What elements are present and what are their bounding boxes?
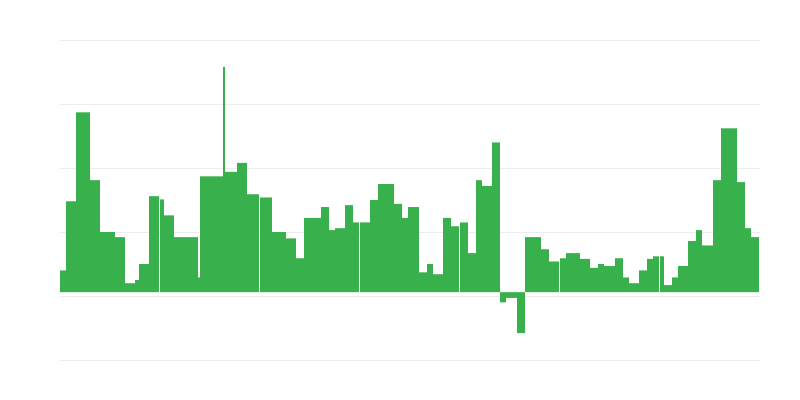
bar [237, 162, 247, 293]
bar [500, 292, 506, 303]
bar [647, 258, 653, 293]
bar [321, 207, 329, 293]
bar [378, 184, 394, 293]
bar [443, 217, 451, 293]
gridlines [60, 40, 760, 361]
bar [506, 292, 517, 298]
bar [678, 265, 688, 293]
bar [525, 237, 541, 293]
bar [296, 258, 304, 293]
bar [115, 237, 125, 293]
bar [360, 222, 370, 293]
bar [60, 270, 66, 293]
bar [476, 180, 482, 293]
bar [139, 264, 149, 293]
bar [260, 197, 272, 293]
bar [402, 217, 408, 293]
bar [353, 222, 359, 293]
bar [492, 142, 500, 293]
bar [225, 171, 237, 293]
bar [664, 285, 672, 293]
bar [200, 176, 223, 293]
bar [623, 277, 629, 293]
bar [745, 228, 751, 293]
bar [223, 66, 225, 293]
bar [304, 217, 321, 293]
bar [76, 112, 90, 293]
bars [60, 66, 759, 334]
bar [629, 283, 639, 293]
bar [541, 249, 549, 293]
bar [433, 274, 443, 293]
bar [672, 277, 678, 293]
bar [286, 238, 296, 293]
bar [345, 205, 353, 293]
bar [329, 230, 335, 293]
bar [164, 215, 174, 293]
bar [100, 232, 115, 293]
bar [335, 228, 345, 293]
bar [272, 232, 286, 293]
bar [125, 283, 135, 293]
bar [598, 264, 604, 293]
bar [419, 272, 427, 293]
bar [713, 180, 721, 293]
bar [149, 196, 159, 293]
bar [549, 261, 559, 293]
bar [580, 258, 590, 293]
bar [66, 201, 76, 293]
bar [653, 256, 659, 293]
bar [604, 265, 615, 293]
bar [247, 194, 259, 293]
bar [702, 245, 713, 293]
bar [135, 280, 139, 293]
bar [482, 185, 492, 293]
bar [394, 203, 402, 293]
bar [370, 200, 378, 293]
bar [468, 253, 476, 293]
bar [751, 237, 759, 293]
bar [721, 128, 737, 293]
bar [90, 180, 100, 293]
bar [737, 182, 745, 293]
bar [560, 258, 566, 293]
bar [408, 207, 419, 293]
bar [517, 292, 525, 334]
bar [590, 267, 598, 293]
bar [460, 222, 468, 293]
bar [696, 230, 702, 293]
bar [174, 237, 198, 293]
bar [427, 264, 433, 293]
bar [660, 256, 664, 293]
bar [639, 270, 647, 293]
bar [160, 199, 164, 293]
bar [688, 240, 696, 293]
bar [451, 226, 459, 293]
bar [566, 253, 580, 293]
bar [615, 258, 623, 293]
bar [198, 277, 200, 293]
